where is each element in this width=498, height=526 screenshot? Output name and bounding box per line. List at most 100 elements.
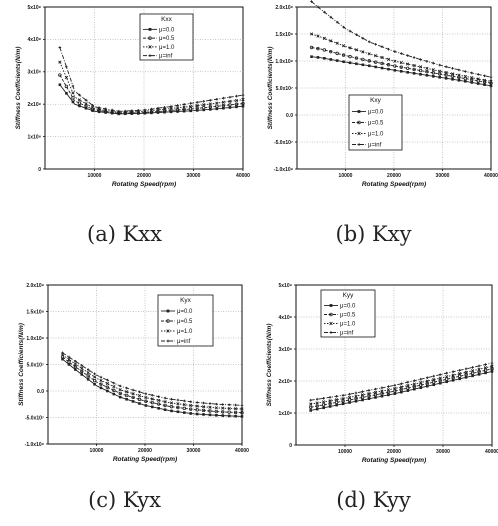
x-tick-label: 40000 <box>235 448 249 454</box>
data-point <box>175 108 180 112</box>
legend-entry: μ=inf <box>368 143 382 149</box>
data-point <box>182 103 186 106</box>
data-point <box>176 104 179 107</box>
data-point <box>471 374 474 378</box>
data-point <box>490 361 494 365</box>
data-point <box>457 73 461 77</box>
data-point <box>419 58 422 61</box>
data-point <box>80 366 84 370</box>
data-point <box>451 370 455 374</box>
data-point <box>60 355 65 359</box>
data-point <box>235 105 238 109</box>
chart-kyx: -1.0x10⁸ -5.0x10⁷ 0.0 5.0x10⁷ 1.0x10⁸ 1.5x10⁸… <box>18 283 249 463</box>
legend: Kyy μ=0.0 μ=0.5 μ=1.0 μ=inf <box>320 289 376 338</box>
data-point <box>444 377 449 381</box>
data-point <box>86 374 90 378</box>
data-point <box>334 398 339 402</box>
data-point <box>386 390 391 395</box>
data-point <box>445 371 448 375</box>
data-point <box>125 386 128 390</box>
data-point <box>322 48 327 52</box>
data-point <box>374 54 378 58</box>
data-point <box>367 397 371 401</box>
x-tick-label: 20000 <box>138 448 152 454</box>
data-point <box>323 10 326 14</box>
data-point <box>438 376 442 380</box>
legend-title: Kyy <box>343 292 355 299</box>
data-point <box>117 112 121 116</box>
data-point <box>149 108 154 113</box>
data-point <box>444 65 448 69</box>
legend-entry: μ=0.5 <box>368 121 384 127</box>
data-point <box>374 387 377 391</box>
data-point <box>463 76 468 81</box>
data-point <box>77 98 82 102</box>
data-point <box>163 403 167 408</box>
data-point <box>342 60 345 64</box>
data-point <box>176 398 180 402</box>
data-point <box>315 404 319 408</box>
x-tick-label: 40000 <box>484 173 498 179</box>
chart-panel-kyx: -1.0x10⁸ -5.0x10⁷ 0.0 5.0x10⁷ 1.0x10⁸ 1.5x10⁸… <box>0 270 249 470</box>
legend-entry: μ=1.0 <box>159 45 175 51</box>
data-point <box>156 108 160 112</box>
data-point <box>182 406 187 411</box>
data-point <box>80 369 84 374</box>
data-point <box>215 107 219 111</box>
data-point <box>202 99 206 103</box>
data-point <box>202 401 205 405</box>
data-point <box>413 387 416 391</box>
data-point <box>221 100 225 104</box>
data-point <box>175 106 180 110</box>
data-point <box>400 390 403 394</box>
data-point <box>118 388 122 392</box>
data-point <box>241 101 245 106</box>
y-tick-label: 5.0x10⁷ <box>27 362 44 368</box>
data-point <box>138 402 141 405</box>
data-point <box>195 404 199 408</box>
data-point <box>322 396 325 400</box>
data-point <box>476 82 480 85</box>
data-point <box>361 50 365 54</box>
legend-marker <box>166 339 170 343</box>
legend-entry: μ=1.0 <box>340 322 356 328</box>
data-point <box>458 377 461 381</box>
data-point <box>241 104 245 108</box>
data-point <box>195 104 199 108</box>
data-point <box>137 394 142 398</box>
data-point <box>406 380 410 384</box>
series-3 <box>309 361 494 402</box>
data-point <box>131 395 135 400</box>
series-0 <box>310 55 493 88</box>
data-point <box>67 355 71 359</box>
data-point <box>405 66 410 70</box>
series-line <box>310 365 493 405</box>
y-tick-label: 3x10⁸ <box>28 70 42 76</box>
data-point <box>406 62 410 66</box>
data-point <box>208 413 212 417</box>
data-point <box>189 104 193 109</box>
data-point <box>413 379 416 383</box>
data-point <box>483 83 486 86</box>
data-point <box>399 385 403 389</box>
data-point <box>444 70 448 75</box>
data-point <box>367 394 371 398</box>
data-point <box>104 108 108 112</box>
data-point <box>234 102 239 106</box>
data-point <box>374 43 377 46</box>
y-tick-label: 1x10⁸ <box>28 134 42 140</box>
x-tick-label: 20000 <box>137 173 151 179</box>
data-point <box>477 364 481 368</box>
data-point <box>215 104 219 108</box>
data-point <box>150 107 153 111</box>
data-point <box>354 48 359 52</box>
data-point <box>150 111 153 115</box>
data-point <box>67 363 71 366</box>
data-point <box>328 401 332 406</box>
data-point <box>380 389 384 393</box>
data-point <box>464 80 467 83</box>
data-point <box>195 106 199 111</box>
data-point <box>309 402 313 406</box>
data-point <box>464 373 468 377</box>
data-point <box>367 391 371 396</box>
